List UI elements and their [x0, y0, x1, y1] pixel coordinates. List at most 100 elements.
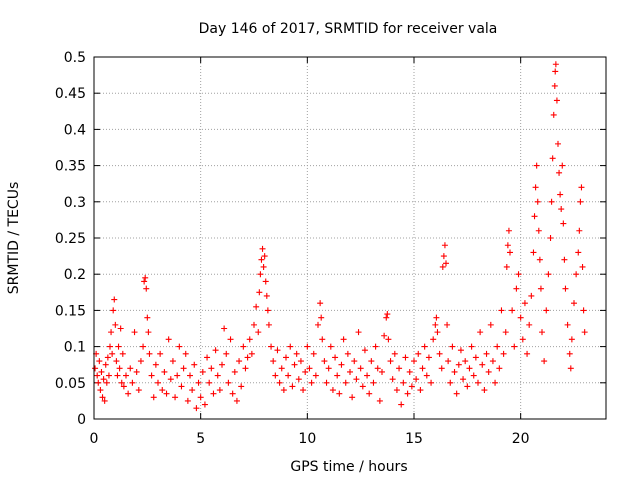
- data-point: [509, 307, 516, 314]
- data-point: [579, 263, 586, 270]
- data-point: [532, 184, 539, 191]
- data-point: [515, 271, 522, 278]
- data-point: [142, 274, 149, 281]
- data-point: [167, 376, 174, 383]
- data-point: [323, 379, 330, 386]
- data-point: [449, 343, 456, 350]
- data-point: [376, 397, 383, 404]
- data-point: [351, 358, 358, 365]
- data-point: [157, 350, 164, 357]
- data-point: [549, 155, 556, 162]
- data-point: [577, 198, 584, 205]
- data-point: [393, 387, 400, 394]
- chart-title: Day 146 of 2017, SRMTID for receiver val…: [199, 21, 498, 37]
- data-point: [329, 387, 336, 394]
- data-point: [384, 311, 391, 318]
- data-point: [210, 390, 217, 397]
- data-point: [535, 227, 542, 234]
- data-point: [421, 343, 428, 350]
- tick-labels: 0 0.05 0.1 0.15 0.2 0.25 0.3 0.35 0.4 0.45 0.5 0 5 10…: [55, 50, 530, 447]
- data-point: [174, 372, 181, 379]
- data-point: [304, 343, 311, 350]
- data-point: [357, 365, 364, 372]
- data-point: [263, 292, 270, 299]
- data-point: [251, 321, 257, 328]
- data-point: [260, 263, 267, 270]
- data-point: [308, 379, 315, 386]
- data-point: [430, 336, 437, 343]
- data-point: [462, 358, 469, 365]
- data-point: [550, 111, 557, 118]
- data-point: [436, 350, 443, 357]
- data-point: [415, 350, 422, 357]
- data-point: [119, 350, 126, 357]
- data-point: [361, 347, 368, 354]
- data-point: [255, 329, 262, 336]
- data-point: [310, 350, 317, 357]
- data-point: [92, 365, 99, 372]
- data-point: [95, 379, 102, 386]
- data-point: [184, 397, 191, 404]
- data-point: [481, 387, 488, 394]
- data-point: [457, 347, 464, 354]
- plot-frame: [93, 56, 607, 420]
- data-point: [338, 361, 345, 368]
- data-point: [99, 394, 106, 401]
- data-point: [580, 307, 587, 314]
- data-point: [169, 358, 176, 365]
- data-point: [521, 300, 528, 307]
- data-point: [195, 379, 202, 386]
- data-point: [507, 249, 513, 256]
- data-point: [517, 314, 524, 321]
- data-point: [244, 354, 251, 361]
- data-point: [434, 329, 441, 336]
- data-point: [108, 329, 115, 336]
- data-point: [551, 82, 558, 89]
- data-point: [460, 376, 467, 383]
- data-point: [353, 376, 360, 383]
- data-point: [258, 256, 265, 263]
- data-point: [441, 242, 448, 249]
- data-point: [408, 383, 415, 390]
- data-point: [238, 383, 245, 390]
- data-point: [206, 379, 213, 386]
- data-point: [223, 350, 230, 357]
- data-point: [327, 343, 334, 350]
- data-point: [567, 365, 574, 372]
- data-point: [531, 213, 538, 220]
- data-point: [379, 368, 385, 375]
- data-point: [483, 350, 490, 357]
- data-point: [568, 336, 575, 343]
- data-point: [389, 376, 396, 383]
- data-point: [191, 361, 198, 368]
- data-points: [92, 61, 588, 412]
- data-point: [349, 394, 356, 401]
- y-tick-label: 0.4: [64, 122, 86, 138]
- data-point: [485, 368, 492, 375]
- data-point: [155, 379, 161, 386]
- data-point: [227, 336, 234, 343]
- data-point: [548, 198, 555, 205]
- data-point: [396, 365, 403, 372]
- data-point: [165, 336, 172, 343]
- data-point: [400, 379, 407, 386]
- data-point: [302, 368, 309, 375]
- data-point: [545, 271, 552, 278]
- data-point: [504, 242, 511, 249]
- data-point: [325, 365, 332, 372]
- data-point: [364, 372, 371, 379]
- data-point: [107, 343, 113, 350]
- data-point: [347, 368, 353, 375]
- data-point: [496, 365, 503, 372]
- data-point: [280, 387, 287, 394]
- data-point: [176, 343, 183, 350]
- grid: [94, 57, 606, 419]
- data-point: [180, 365, 187, 372]
- data-point: [555, 140, 561, 147]
- data-point: [425, 354, 432, 361]
- data-point: [236, 358, 243, 365]
- data-point: [470, 372, 477, 379]
- data-point: [225, 379, 232, 386]
- data-point: [105, 372, 112, 379]
- data-point: [534, 198, 541, 205]
